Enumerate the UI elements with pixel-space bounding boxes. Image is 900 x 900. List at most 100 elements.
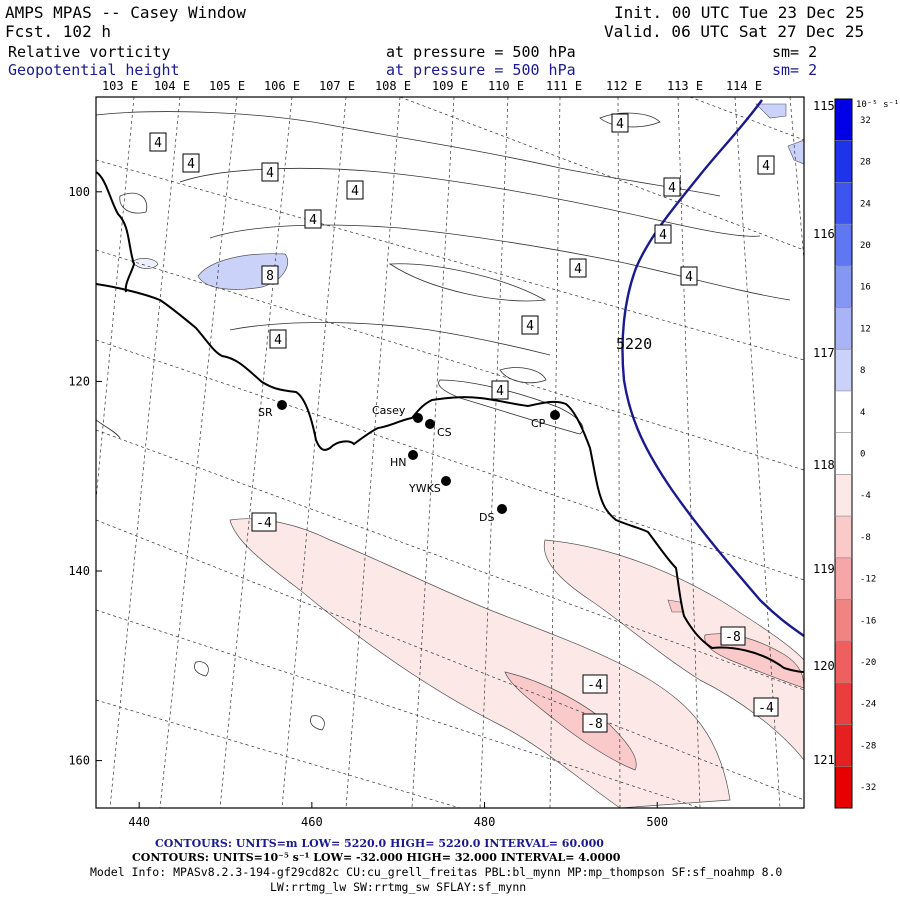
colorbar-segment <box>835 724 852 767</box>
positive-vorticity-shading <box>131 103 804 290</box>
colorbar-segment <box>835 140 852 183</box>
vorticity-label-negative: -8 <box>720 626 746 646</box>
field2-smoothing: sm= 2 <box>772 61 818 79</box>
top-lon-label: 111 E <box>546 79 582 93</box>
station-cs: CS <box>425 419 452 439</box>
vorticity-label-positive: 4 <box>680 266 698 286</box>
station-ds: DS <box>479 504 507 524</box>
vorticity-label-positive: 4 <box>149 132 167 152</box>
svg-text:4: 4 <box>762 159 770 174</box>
svg-text:4: 4 <box>526 319 534 334</box>
svg-text:DS: DS <box>479 511 494 524</box>
svg-text:CP: CP <box>531 417 546 430</box>
colorbar-level-label: 24 <box>860 199 871 209</box>
svg-text:4: 4 <box>351 184 359 199</box>
vorticity-label-positive: 4 <box>521 315 539 335</box>
vorticity-label-positive: 4 <box>611 113 629 133</box>
positive-vorticity-labels: 4 4 4 4 4 4 4 4 4 4 4 4 4 4 8 <box>149 113 775 400</box>
vorticity-label-negative: -4 <box>753 697 779 717</box>
height-contour-label: 5220 <box>616 335 652 353</box>
top-lon-label: 114 E <box>726 79 762 93</box>
svg-text:4: 4 <box>685 270 693 285</box>
top-lon-label: 107 E <box>319 79 355 93</box>
valid-time: Valid. 06 UTC Sat 27 Dec 25 <box>604 22 865 41</box>
plot-title: AMPS MPAS -- Casey Window <box>5 3 246 22</box>
station-sr: SR <box>258 400 287 419</box>
svg-text:-8: -8 <box>587 717 603 732</box>
vorticity-label-positive: 4 <box>663 177 681 197</box>
vorticity-label-negative: -4 <box>251 512 277 532</box>
colorbar-segment <box>835 682 852 725</box>
svg-text:-8: -8 <box>725 630 741 645</box>
field1-name: Relative vorticity <box>8 43 171 61</box>
svg-text:4: 4 <box>309 213 317 228</box>
colorbar-level-label: -32 <box>860 783 876 793</box>
x-tick-label: 500 <box>646 815 668 829</box>
top-lon-label: 112 E <box>606 79 642 93</box>
colorbar-segment <box>835 474 852 517</box>
negative-vorticity-shading <box>229 518 804 808</box>
station-ywks: YWKS <box>408 476 451 495</box>
vorticity-label-positive: 4 <box>757 155 775 175</box>
colorbar-level-label: -28 <box>860 741 876 751</box>
top-lon-label: 110 E <box>488 79 524 93</box>
vorticity-label-positive: 4 <box>346 180 364 200</box>
vorticity-label-positive: 8 <box>261 265 279 285</box>
colorbar-level-label: 20 <box>860 241 871 251</box>
svg-text:YWKS: YWKS <box>408 482 441 495</box>
svg-text:4: 4 <box>187 157 195 172</box>
top-lon-label: 108 E <box>375 79 411 93</box>
colorbar-level-label: 28 <box>860 158 871 168</box>
top-longitude-labels: 103 E 104 E 105 E 106 E 107 E 108 E 109 E 110 E… <box>102 79 762 93</box>
vorticity-label-positive: 4 <box>491 380 509 400</box>
colorbar-level-label: -16 <box>860 616 876 626</box>
x-axis: 440 460 480 500 <box>128 802 668 829</box>
colorbar-segment <box>835 766 852 808</box>
graticule-meridians <box>96 97 804 808</box>
colorbar-level-label: -24 <box>860 700 876 710</box>
vorticity-label-positive: 4 <box>304 209 322 229</box>
colorbar-level-label: -4 <box>860 491 871 501</box>
svg-text:-4: -4 <box>587 678 603 693</box>
x-tick-label: 460 <box>301 815 323 829</box>
station-cp: CP <box>531 410 560 430</box>
x-tick-label: 480 <box>474 815 496 829</box>
vorticity-label-positive: 4 <box>261 162 279 182</box>
svg-text:4: 4 <box>266 166 274 181</box>
colorbar-segment <box>835 641 852 683</box>
top-lon-label: 106 E <box>264 79 300 93</box>
colorbar-segment <box>835 599 852 642</box>
colorbar-segment <box>835 99 852 141</box>
svg-text:Casey: Casey <box>372 404 406 417</box>
svg-text:8: 8 <box>266 269 274 284</box>
field1-level: at pressure = 500 hPa <box>386 43 576 61</box>
height-contour-info: CONTOURS: UNITS=m LOW= 5220.0 HIGH= 5220… <box>155 837 604 850</box>
y-tick-label: 160 <box>68 754 90 768</box>
colorbar-level-label: 12 <box>860 324 871 334</box>
station-casey: Casey <box>372 404 423 423</box>
model-info-physics: LW:rrtmg_lw SW:rrtmg_sw SFLAY:sf_mynn <box>270 880 527 894</box>
top-lon-label: 103 E <box>102 79 138 93</box>
vorticity-contour-info: CONTOURS: UNITS=10⁻⁵ s⁻¹ LOW= -32.000 HI… <box>132 851 621 864</box>
vorticity-label-negative: -4 <box>582 674 608 694</box>
y-axis: 100 120 140 160 <box>68 185 102 768</box>
vorticity-label-positive: 4 <box>269 329 287 349</box>
coastline <box>96 171 804 673</box>
colorbar-level-label: 0 <box>860 450 865 460</box>
x-tick-label: 440 <box>128 815 150 829</box>
top-lon-label: 109 E <box>432 79 468 93</box>
svg-text:SR: SR <box>258 406 273 419</box>
y-tick-label: 100 <box>68 185 90 199</box>
colorbar-units: 10⁻⁵ s⁻¹ <box>856 100 899 110</box>
colorbar-level-label: -20 <box>860 658 876 668</box>
svg-text:HN: HN <box>390 456 407 469</box>
vorticity-label-positive: 4 <box>654 224 672 244</box>
vorticity-label-positive: 4 <box>569 258 587 278</box>
colorbar-frame <box>834 98 853 809</box>
svg-text:4: 4 <box>659 228 667 243</box>
field2-level: at pressure = 500 hPa <box>386 61 576 79</box>
svg-text:CS: CS <box>437 426 452 439</box>
forecast-hour: Fcst. 102 h <box>5 22 111 41</box>
